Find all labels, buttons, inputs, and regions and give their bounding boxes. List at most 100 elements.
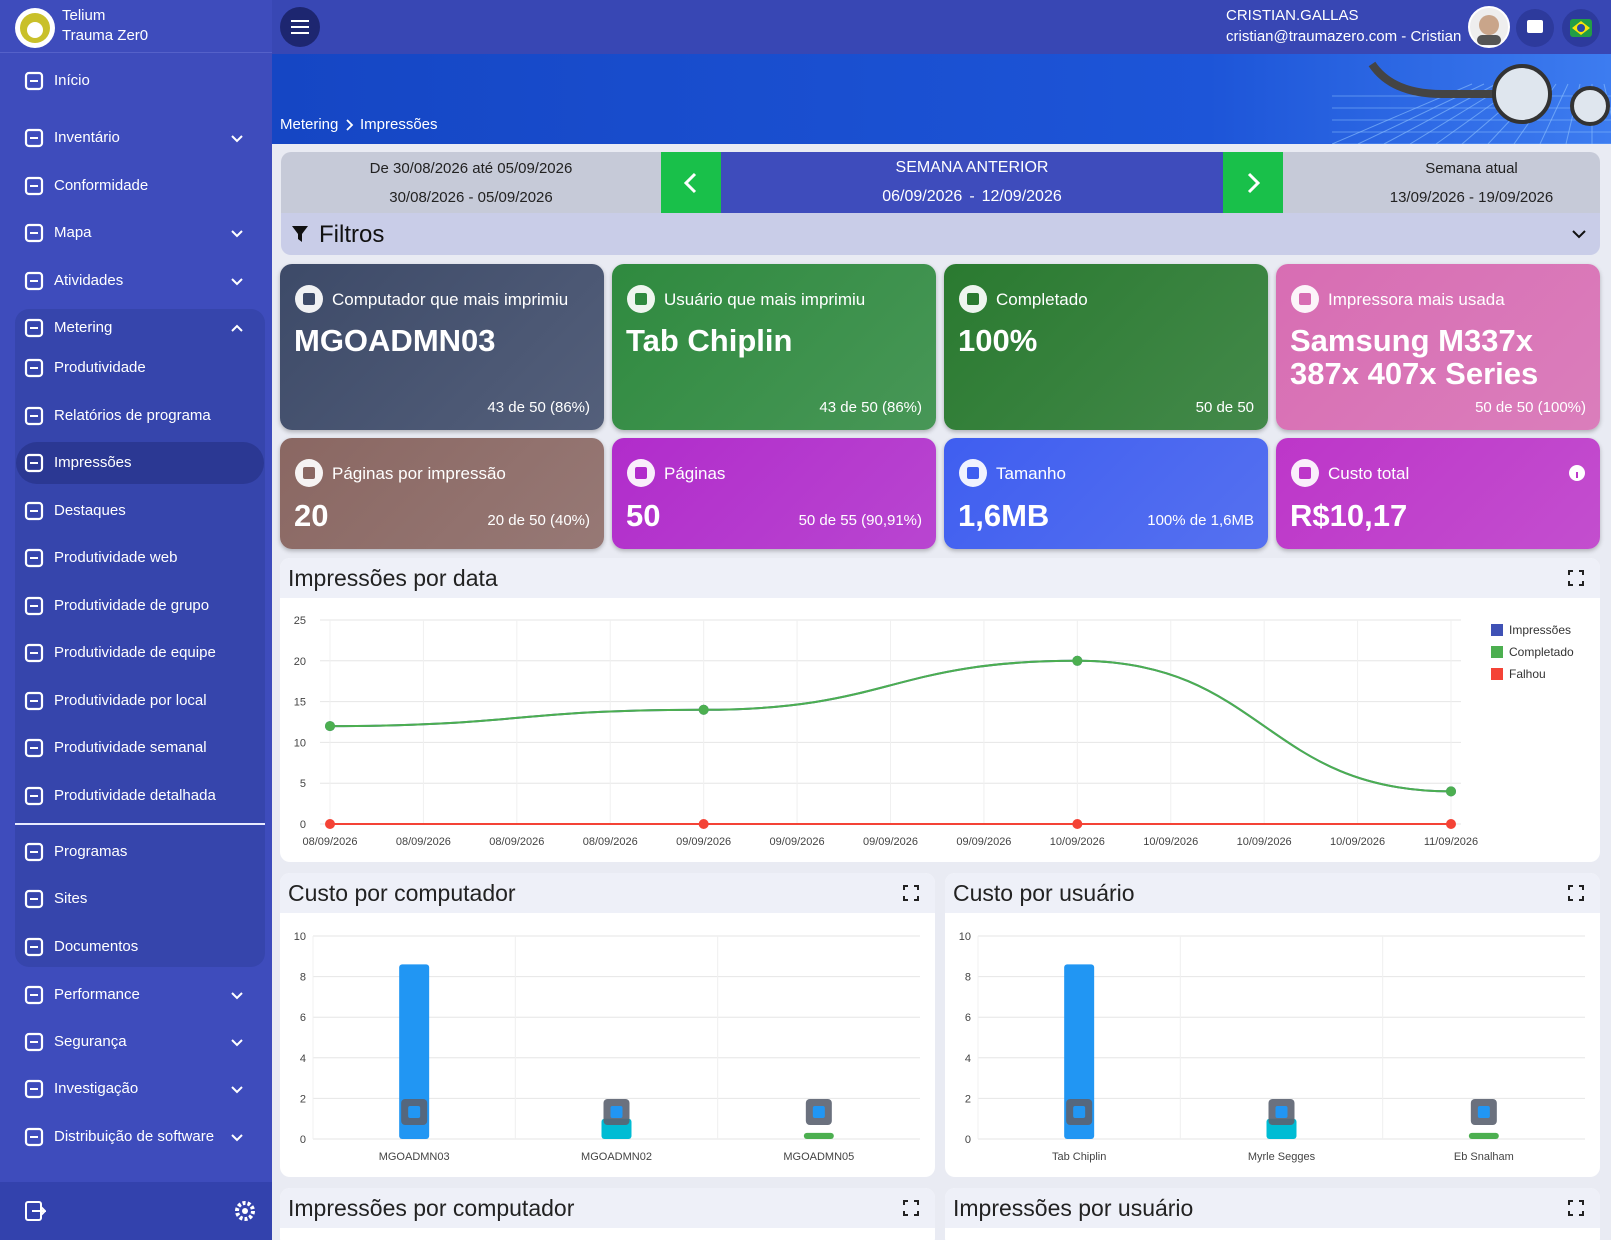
- menu-label: Sites: [54, 890, 88, 907]
- next-week[interactable]: Semana atual 13/09/2026 - 19/09/2026: [1283, 152, 1600, 213]
- expand-icon: [1568, 885, 1584, 901]
- card-label: Computador que mais imprimiu: [332, 290, 569, 309]
- menu-item[interactable]: Produtividade por local: [16, 680, 264, 722]
- menu-icon: [24, 1127, 44, 1147]
- icon-shape: [24, 406, 44, 426]
- language-button[interactable]: [1562, 9, 1600, 47]
- menu-label: Produtividade de grupo: [54, 597, 210, 614]
- avatar-face: [1479, 15, 1499, 35]
- menu-item[interactable]: Produtividade de grupo: [16, 585, 264, 627]
- menu-item[interactable]: Produtividade de equipe: [16, 632, 264, 674]
- icon-shape: [24, 453, 44, 473]
- bar-badge-icon: [610, 1106, 623, 1118]
- y-tick-label: 0: [300, 819, 306, 831]
- legend-label: Impressões: [1509, 623, 1571, 637]
- card-sub: 100% de 1,6MB: [1147, 512, 1254, 529]
- menu-icon: [24, 1079, 44, 1099]
- legend-swatch: [1491, 624, 1503, 636]
- chevron-path: [231, 992, 243, 1000]
- stat-card: Computador que mais imprimiu MGOADMN03 43 …: [280, 264, 604, 430]
- expand-icon: [903, 1200, 919, 1216]
- menu-item[interactable]: Produtividade semanal: [16, 727, 264, 769]
- menu-label: Distribuição de software: [54, 1128, 215, 1145]
- menu-label: Destaques: [54, 502, 126, 519]
- series-line: [329, 659, 1452, 793]
- icon-glyph: [635, 293, 647, 305]
- menu-icon: [24, 596, 44, 616]
- menu-item[interactable]: Produtividade: [16, 347, 264, 389]
- data-point: [325, 819, 335, 829]
- menu-icon: [24, 842, 44, 862]
- y-tick-label: 0: [965, 1134, 971, 1146]
- feedback-button[interactable]: [1516, 9, 1554, 47]
- y-tick-label: 6: [300, 1012, 306, 1024]
- expand-button[interactable]: [901, 883, 921, 903]
- data-point: [1446, 819, 1456, 829]
- x-tick-label: 08/09/2026: [396, 836, 451, 848]
- previous-button[interactable]: [661, 152, 721, 213]
- menu-icon: [24, 271, 44, 291]
- menu-item[interactable]: Conformidade: [16, 165, 264, 207]
- filters-bar[interactable]: Filtros: [281, 213, 1600, 255]
- previous-week[interactable]: De 30/08/2026 até 05/09/2026 30/08/2026 -…: [281, 152, 661, 213]
- menu-item[interactable]: Impressões: [16, 442, 264, 484]
- menu-item[interactable]: Mapa: [16, 212, 264, 254]
- x-tick-label: Tab Chiplin: [1052, 1151, 1106, 1163]
- menu-item[interactable]: Investigação: [16, 1068, 264, 1110]
- menu-button[interactable]: [280, 7, 320, 47]
- next-button[interactable]: [1223, 152, 1283, 213]
- breadcrumb-item[interactable]: Metering: [280, 116, 339, 133]
- icon-shape: [24, 937, 44, 957]
- panel-header: Impressões por data: [280, 558, 1600, 598]
- menu-item[interactable]: Produtividade web: [16, 537, 264, 579]
- hamburger: [291, 20, 309, 34]
- card-label: Completado: [996, 290, 1088, 309]
- expand-button[interactable]: [1566, 1198, 1586, 1218]
- stat-card: Usuário que mais imprimiu Tab Chiplin 43 d…: [612, 264, 936, 430]
- icon-shape: [24, 1079, 44, 1099]
- menu-item[interactable]: Início: [16, 60, 264, 102]
- bar-badge-icon: [1275, 1106, 1288, 1118]
- panel-title: Impressões por usuário: [953, 1195, 1194, 1221]
- card-value: 20: [294, 498, 329, 533]
- menu-item[interactable]: Segurança: [16, 1021, 264, 1063]
- chart-panel: Custo por computador 0 2 4 6 8 10 MGOADMN03 MGOA…: [280, 873, 935, 1177]
- icon-shape: [24, 223, 44, 243]
- menu-item[interactable]: Inventário: [16, 117, 264, 159]
- menu-item[interactable]: Relatórios de programa: [16, 395, 264, 437]
- menu-item[interactable]: Destaques: [16, 490, 264, 532]
- data-point: [698, 819, 709, 829]
- stat-card: Custo total R$10,17: [1276, 438, 1600, 549]
- sidebar-footer: [0, 1182, 272, 1240]
- menu-item[interactable]: Atividades: [16, 260, 264, 302]
- menu-item[interactable]: Sites: [16, 878, 264, 920]
- user-name: CRISTIAN.GALLAS: [1226, 7, 1359, 24]
- expand-button[interactable]: [1566, 568, 1586, 588]
- x-tick-label: 10/09/2026: [1330, 836, 1385, 848]
- menu-item[interactable]: Metering: [16, 307, 264, 349]
- menu-item[interactable]: Produtividade detalhada: [16, 775, 264, 817]
- card-icon: [295, 459, 323, 487]
- menu-item[interactable]: Distribuição de software: [16, 1116, 264, 1158]
- chevron-path: [231, 324, 243, 332]
- expand-button[interactable]: [901, 1198, 921, 1218]
- card-sub: 43 de 50 (86%): [487, 399, 590, 416]
- menu-label: Produtividade semanal: [54, 739, 207, 756]
- menu-item[interactable]: Documentos: [16, 926, 264, 968]
- icon-shape: [24, 358, 44, 378]
- info-bar: [1576, 472, 1578, 478]
- x-tick-label: MGOADMN03: [379, 1151, 450, 1163]
- menu-item[interactable]: Performance: [16, 974, 264, 1016]
- menu-label: Atividades: [54, 272, 124, 289]
- expand-path: [1568, 1200, 1584, 1216]
- bar-chart: 0 2 4 6 8 10 Tab Chiplin Myrle Segges Eb Snalham: [959, 931, 1585, 1163]
- stat-card: Impressora mais usada Samsung M337x 387x …: [1276, 264, 1600, 430]
- chevron: [231, 278, 243, 286]
- x-tick-label: 08/09/2026: [302, 836, 357, 848]
- expand-button[interactable]: [1566, 883, 1586, 903]
- y-tick-label: 8: [300, 972, 306, 984]
- x-tick-label: 09/09/2026: [863, 836, 918, 848]
- menu-item[interactable]: Programas: [16, 831, 264, 873]
- card-label: Custo total: [1328, 464, 1410, 483]
- card-label: Usuário que mais imprimiu: [664, 290, 866, 309]
